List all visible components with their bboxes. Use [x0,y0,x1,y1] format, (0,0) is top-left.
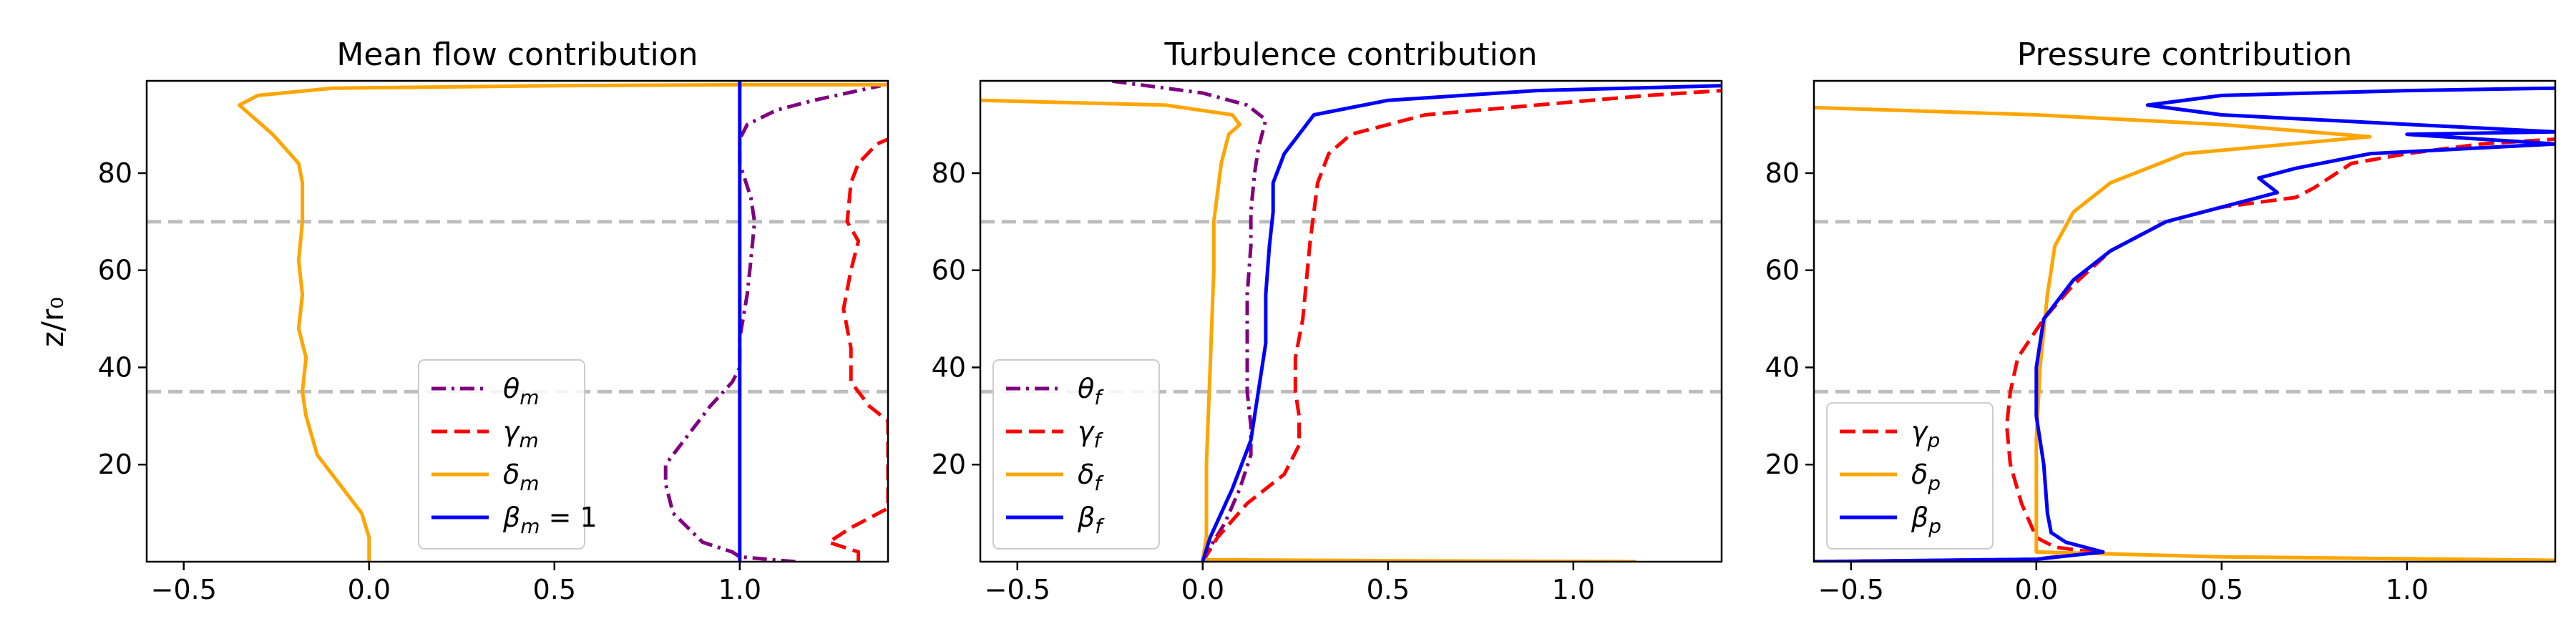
chart-title: Pressure contribution [2017,36,2353,73]
plot-frame [1813,79,2557,563]
legend-entry-label: γm [503,416,539,452]
y-tick-label: 20 [98,449,132,480]
x-tick-label: 0.5 [533,574,576,605]
x-tick-label: 0.0 [1181,574,1224,605]
series-line-δp [1814,105,2555,562]
y-tick-label: 60 [932,255,966,286]
x-tick-label: −0.5 [151,574,217,605]
x-tick-label: 0.5 [1367,574,1410,605]
chart-panel-3: Pressure contribution −0.5 0.0 0.5 1.0 20 40 60… [1765,36,2557,605]
y-tick-label: 80 [932,157,966,189]
x-tick-label: 0.0 [348,574,391,605]
y-tick-label: 20 [932,449,966,480]
plot-frame [979,79,1723,563]
y-tick-label: 80 [1765,157,1800,189]
plot-frame [145,79,889,563]
x-tick-label: 1.0 [718,574,761,605]
legend-entry-label: γp [1911,416,1940,452]
chart-panel-2: Turbulence contribution −0.5 0.0 0.5 1.0 20 40… [932,36,1723,605]
x-tick-label: 1.0 [2386,574,2429,605]
legend-entry-label: δp [1911,459,1941,495]
series-line-γp [1814,137,2555,562]
y-tick-label: 20 [1765,449,1800,480]
series-line-θm [663,84,882,562]
series-line-βp [1814,86,2555,562]
series-line-γf [1201,89,1722,562]
x-tick-label: −0.5 [1818,574,1884,605]
x-tick-label: 0.0 [2015,574,2058,605]
chart-panel-1: Mean flow contribution −0.5 0.0 0.5 1.0 20 40 6… [98,36,889,605]
y-tick-label: 60 [1765,255,1800,286]
x-tick-label: 0.5 [2200,574,2243,605]
series-line-βf [1201,84,1722,562]
legend: γp δp βp [1826,402,1994,550]
chart-title: Mean flow contribution [336,36,698,73]
y-tick-label: 40 [932,351,966,383]
series-line-γm [826,137,888,562]
x-tick-label: −0.5 [985,574,1050,605]
legend-entry-label: δm [503,459,540,495]
legend-entry-label: βm = 1 [502,502,597,538]
chart-title: Turbulence contribution [1163,36,1537,73]
series-line-δm [238,82,888,562]
y-axis-label: z/r₀ [35,297,70,347]
series-line-θf [1109,81,1268,562]
y-tick-label: 80 [98,157,132,189]
y-tick-label: 40 [1765,351,1800,383]
y-tick-label: 60 [98,255,132,286]
y-tick-label: 40 [98,351,132,383]
legend-entry-label: θm [503,373,540,409]
legend-entry-label: βp [1911,502,1941,538]
legend: θm γm δm βm = 1 [418,359,597,550]
x-tick-label: 1.0 [1552,574,1595,605]
